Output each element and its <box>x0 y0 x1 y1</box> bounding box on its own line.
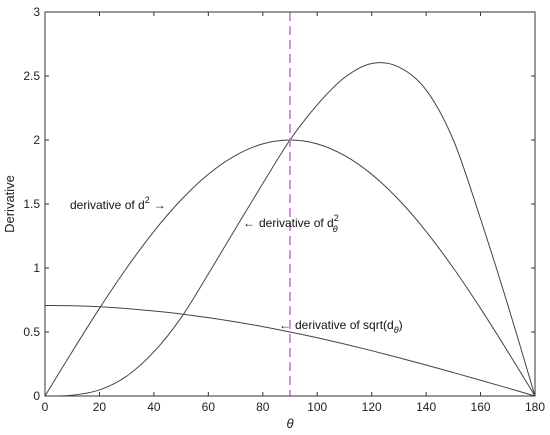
x-tick-label: 100 <box>307 400 327 414</box>
x-tick-label: 60 <box>202 400 216 414</box>
x-tick-label: 0 <box>42 400 49 414</box>
y-tick-label: 0 <box>33 389 40 403</box>
x-tick-label: 120 <box>362 400 382 414</box>
y-tick-label: 1 <box>33 261 40 275</box>
y-tick-label: 3 <box>33 5 40 19</box>
y-tick-label: 2 <box>33 133 40 147</box>
annotation-derivative-d2: derivative of d2 → <box>70 195 166 212</box>
series-line-3 <box>44 305 536 397</box>
x-tick-label: 20 <box>93 400 107 414</box>
y-axis-label: Derivative <box>2 175 17 233</box>
y-tick-label: 1.5 <box>23 197 40 211</box>
x-tick-label: 180 <box>525 400 545 414</box>
x-tick-label: 160 <box>471 400 491 414</box>
series-line-2 <box>44 62 536 397</box>
y-tick-label: 0.5 <box>23 325 40 339</box>
y-tick-label: 2.5 <box>23 69 40 83</box>
x-tick-label: 140 <box>416 400 436 414</box>
annotation-derivative-d2-theta: ← derivative of d2 θ <box>243 213 339 234</box>
annotation-derivative-sqrt: ← derivative of sqrt(dθ) <box>279 318 403 335</box>
x-tick-label: 80 <box>256 400 270 414</box>
x-axis-label: θ <box>286 416 293 431</box>
x-tick-label: 40 <box>147 400 161 414</box>
